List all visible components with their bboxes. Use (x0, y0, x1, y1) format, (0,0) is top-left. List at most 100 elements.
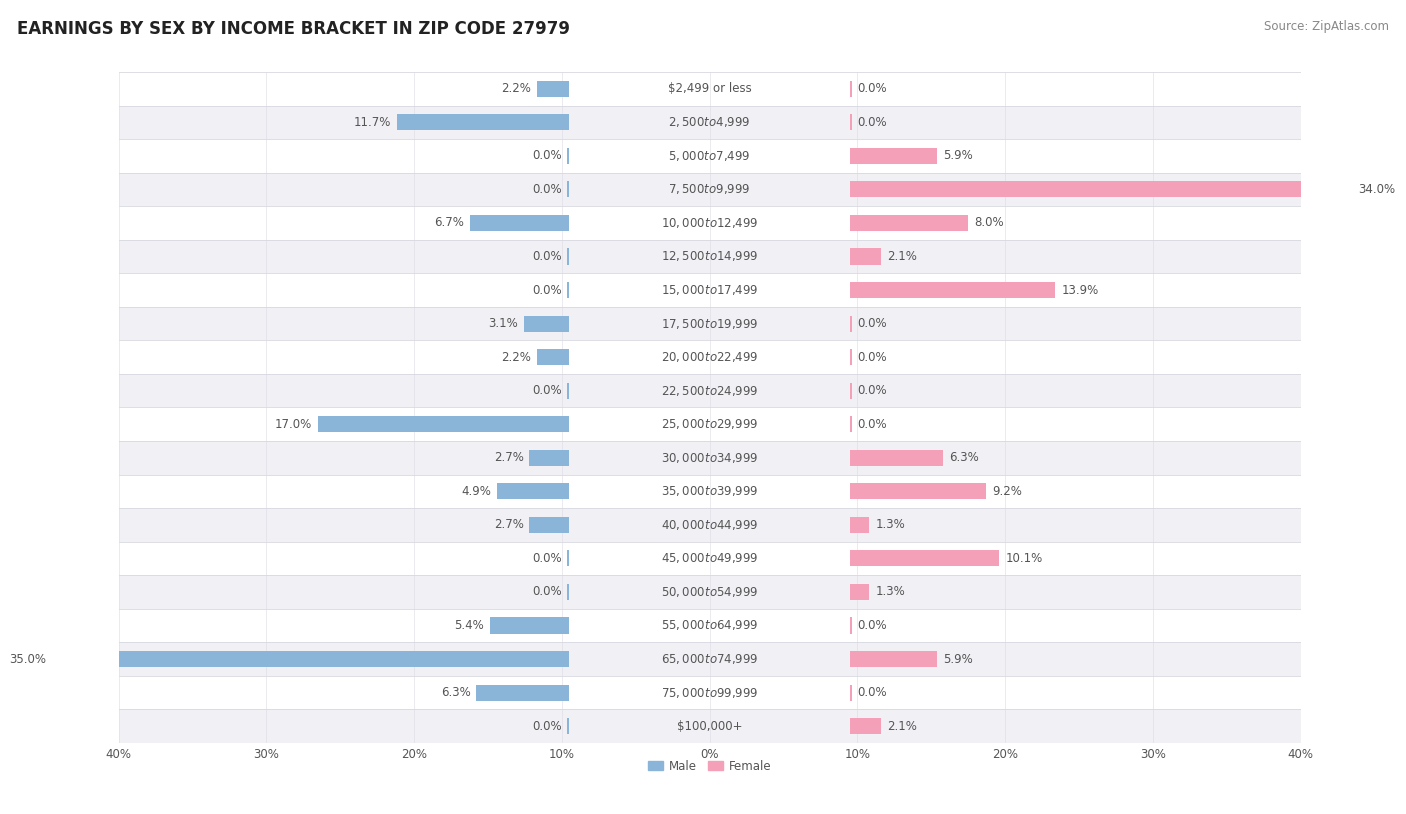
Bar (118, 575, 1301, 609)
Bar (318, 416, 569, 432)
Bar (118, 709, 1301, 743)
Text: 6.3%: 6.3% (440, 686, 471, 699)
Text: 6.3%: 6.3% (949, 451, 979, 464)
Bar (118, 106, 1301, 139)
Text: 0.0%: 0.0% (533, 149, 562, 162)
Text: 0.0%: 0.0% (533, 552, 562, 565)
Text: $2,499 or less: $2,499 or less (668, 82, 752, 95)
Bar (118, 642, 1301, 676)
Text: $35,000 to $39,999: $35,000 to $39,999 (661, 484, 758, 498)
Bar (567, 383, 569, 399)
Bar (851, 148, 938, 164)
Text: $2,500 to $4,999: $2,500 to $4,999 (668, 116, 751, 129)
Bar (118, 274, 1301, 307)
Bar (851, 517, 869, 533)
Text: 0.0%: 0.0% (533, 585, 562, 598)
Bar (118, 173, 1301, 206)
Text: $50,000 to $54,999: $50,000 to $54,999 (661, 585, 758, 599)
Bar (851, 248, 882, 265)
Bar (851, 282, 1056, 298)
Bar (851, 685, 852, 701)
Bar (851, 316, 852, 331)
Bar (851, 383, 852, 399)
Bar (489, 617, 569, 633)
Text: 11.7%: 11.7% (353, 116, 391, 129)
Text: $45,000 to $49,999: $45,000 to $49,999 (661, 551, 758, 566)
Bar (567, 182, 569, 198)
Bar (118, 676, 1301, 709)
Bar (496, 484, 569, 499)
Text: 0.0%: 0.0% (858, 619, 887, 632)
Bar (851, 349, 852, 365)
Bar (118, 239, 1301, 274)
Text: $40,000 to $44,999: $40,000 to $44,999 (661, 518, 758, 532)
Bar (851, 81, 852, 97)
Text: 0.0%: 0.0% (858, 116, 887, 129)
Bar (537, 349, 569, 365)
Text: 9.2%: 9.2% (993, 485, 1022, 498)
Text: 0.0%: 0.0% (533, 250, 562, 263)
Bar (567, 550, 569, 567)
Bar (523, 316, 569, 331)
Text: $25,000 to $29,999: $25,000 to $29,999 (661, 418, 758, 431)
Bar (537, 81, 569, 97)
Text: 0.0%: 0.0% (533, 384, 562, 397)
Text: 0.0%: 0.0% (858, 317, 887, 330)
Text: EARNINGS BY SEX BY INCOME BRACKET IN ZIP CODE 27979: EARNINGS BY SEX BY INCOME BRACKET IN ZIP… (17, 20, 569, 38)
Bar (851, 449, 943, 466)
Text: 5.9%: 5.9% (943, 149, 973, 162)
Bar (118, 307, 1301, 340)
Bar (567, 584, 569, 600)
Text: 0.0%: 0.0% (858, 384, 887, 397)
Text: 0.0%: 0.0% (858, 686, 887, 699)
Bar (396, 114, 569, 130)
Text: 10.1%: 10.1% (1005, 552, 1042, 565)
Text: 0.0%: 0.0% (533, 283, 562, 296)
Text: 35.0%: 35.0% (10, 653, 46, 666)
Bar (118, 72, 1301, 106)
Text: $5,000 to $7,499: $5,000 to $7,499 (668, 149, 751, 163)
Text: $7,500 to $9,999: $7,500 to $9,999 (668, 182, 751, 196)
Text: $100,000+: $100,000+ (678, 720, 742, 733)
Bar (118, 139, 1301, 173)
Text: 1.3%: 1.3% (875, 519, 905, 532)
Bar (567, 282, 569, 298)
Bar (851, 114, 852, 130)
Text: 2.2%: 2.2% (501, 82, 531, 95)
Text: $55,000 to $64,999: $55,000 to $64,999 (661, 619, 758, 632)
Bar (118, 408, 1301, 441)
Bar (530, 449, 569, 466)
Text: 3.1%: 3.1% (488, 317, 517, 330)
Text: 2.2%: 2.2% (501, 351, 531, 364)
Text: 0.0%: 0.0% (858, 82, 887, 95)
Bar (52, 651, 569, 667)
Legend: Male, Female: Male, Female (644, 755, 776, 777)
Bar (851, 718, 882, 734)
Bar (851, 617, 852, 633)
Bar (567, 148, 569, 164)
Bar (851, 182, 1353, 198)
Bar (851, 416, 852, 432)
Text: 34.0%: 34.0% (1358, 183, 1396, 196)
Text: 0.0%: 0.0% (533, 720, 562, 733)
Bar (851, 584, 869, 600)
Text: 2.7%: 2.7% (494, 451, 523, 464)
Text: $75,000 to $99,999: $75,000 to $99,999 (661, 685, 758, 699)
Text: $15,000 to $17,499: $15,000 to $17,499 (661, 283, 758, 297)
Text: 13.9%: 13.9% (1062, 283, 1098, 296)
Bar (118, 441, 1301, 475)
Text: 0.0%: 0.0% (858, 351, 887, 364)
Bar (851, 550, 1000, 567)
Text: 5.4%: 5.4% (454, 619, 484, 632)
Text: 4.9%: 4.9% (461, 485, 491, 498)
Text: $10,000 to $12,499: $10,000 to $12,499 (661, 216, 758, 230)
Bar (118, 475, 1301, 508)
Text: 2.1%: 2.1% (887, 720, 917, 733)
Text: 0.0%: 0.0% (533, 183, 562, 196)
Text: 2.1%: 2.1% (887, 250, 917, 263)
Bar (471, 215, 569, 231)
Bar (530, 517, 569, 533)
Bar (118, 508, 1301, 541)
Bar (477, 685, 569, 701)
Text: $17,500 to $19,999: $17,500 to $19,999 (661, 317, 758, 330)
